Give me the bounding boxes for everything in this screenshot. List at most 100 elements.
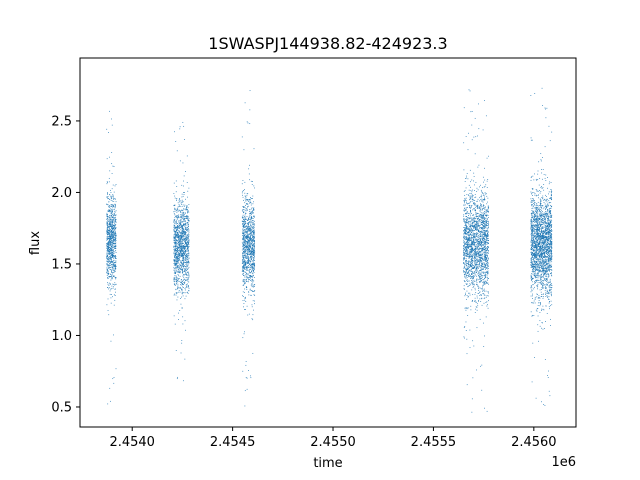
data-point [254,239,256,241]
data-point [244,192,246,194]
data-point [252,226,254,228]
data-point [112,184,114,186]
data-point [474,153,476,155]
data-point [109,229,111,230]
data-point [174,264,176,266]
data-point [244,217,246,219]
data-point [480,214,481,216]
data-point [480,269,482,271]
data-point [183,279,184,281]
data-point [243,227,245,228]
data-point [253,250,255,252]
data-point [252,213,254,215]
data-point [243,246,244,248]
data-point [174,248,176,250]
data-point [178,275,180,277]
data-point [467,222,469,224]
data-point [469,264,471,266]
data-point [479,241,481,243]
data-point [109,260,111,262]
data-point [249,249,250,250]
data-point [472,237,474,238]
data-point [486,275,488,277]
data-point [108,241,110,242]
data-point [478,275,480,276]
data-point [249,271,250,273]
data-point [485,250,487,252]
data-point [182,292,184,294]
data-point [473,224,475,226]
data-point [485,193,487,195]
data-point [176,277,178,279]
data-point [173,228,175,230]
data-point [174,244,176,246]
data-point [478,228,480,230]
data-point [188,257,190,259]
data-point [188,266,190,268]
data-point [175,242,177,244]
data-point [253,185,255,187]
data-point [111,239,113,241]
data-point [186,279,188,281]
data-point [114,236,115,238]
data-point [471,225,473,226]
data-point [470,270,472,272]
data-point [480,214,482,215]
data-point [250,222,252,224]
data-point [180,238,182,240]
data-point [470,211,472,213]
data-point [112,271,114,273]
data-point [469,246,471,248]
data-point [243,306,244,308]
data-point [185,216,187,218]
data-point [182,162,184,164]
data-point [486,263,488,265]
data-point [476,295,478,297]
data-point [111,261,113,263]
data-point [183,256,185,258]
data-point [242,217,243,219]
data-point [179,239,181,241]
data-point [249,253,251,255]
data-point [176,218,178,220]
data-point [106,232,108,233]
data-point [244,218,246,220]
data-point [253,207,255,209]
data-point [181,242,183,244]
data-point [483,236,484,238]
data-point [469,269,471,271]
data-point [243,233,245,235]
data-point [483,294,485,296]
data-point [471,280,473,281]
data-point [243,235,244,237]
data-point [176,223,178,224]
data-point [480,240,481,241]
data-point [471,200,473,202]
data-point [242,223,243,224]
data-point [185,228,187,230]
data-point [248,291,249,293]
data-point [475,274,477,276]
data-point [174,263,176,264]
data-point [178,238,180,239]
data-point [474,244,475,246]
data-point [252,203,254,205]
data-point [463,259,465,261]
data-point [182,244,184,246]
data-point [181,279,182,280]
data-point [174,226,176,227]
data-point [113,263,115,265]
data-point [481,227,483,229]
data-point [111,206,112,207]
data-point [113,199,115,200]
data-point [183,247,185,249]
data-point [467,269,469,270]
data-point [479,215,481,217]
data-point [244,265,246,266]
data-point [486,221,487,223]
data-point [173,211,175,213]
data-point [180,236,182,238]
data-point [471,189,473,191]
data-point [247,229,249,231]
data-point [184,233,186,235]
